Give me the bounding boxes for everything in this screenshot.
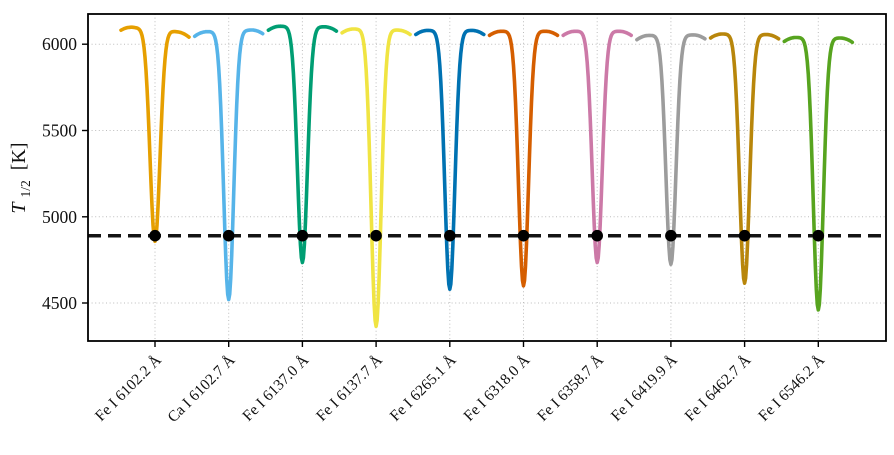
curve-fe-i-6318.0 bbox=[487, 29, 560, 288]
half-depth-marker bbox=[370, 229, 382, 242]
x-tick-label: Fe I 6137.7 Å bbox=[313, 351, 386, 424]
half-depth-marker bbox=[738, 229, 751, 242]
x-tick-label: Fe I 6102.2 Å bbox=[92, 351, 165, 424]
half-depth-marker bbox=[149, 229, 161, 242]
x-tick-label: Fe I 6462.7 Å bbox=[682, 351, 755, 424]
y-axis-label-unit: [K] bbox=[8, 142, 30, 170]
y-tick-label: 5500 bbox=[42, 121, 77, 141]
x-tick-label: Fe I 6358.7 Å bbox=[534, 351, 607, 424]
curve-fe-i-6137.7 bbox=[340, 27, 412, 329]
y-axis-label-subscript: 1/2 bbox=[18, 180, 33, 197]
x-tick-label: Fe I 6265.1 Å bbox=[387, 351, 460, 424]
data-layer bbox=[88, 24, 886, 329]
half-depth-marker bbox=[296, 229, 309, 242]
curve-fe-i-6419.9 bbox=[635, 33, 707, 266]
x-tick-label: Fe I 6546.2 Å bbox=[755, 351, 828, 424]
y-axis-label-symbol: T bbox=[8, 201, 30, 214]
y-tick-label: 4500 bbox=[42, 293, 77, 313]
x-tick-label: Ca I 6102.7 Å bbox=[164, 351, 239, 426]
x-tick-label: Fe I 6318.0 Å bbox=[460, 351, 533, 424]
curve-fe-i-6546.2 bbox=[782, 35, 855, 312]
y-axis-label: T 1/2 [K] bbox=[8, 142, 35, 213]
y-tick-label: 6000 bbox=[42, 34, 77, 54]
half-depth-marker bbox=[444, 229, 456, 242]
y-tick-label: 5000 bbox=[42, 207, 77, 227]
curve-ca-i-6102.7 bbox=[192, 28, 265, 302]
half-depth-marker bbox=[222, 229, 235, 242]
gridlines-layer bbox=[88, 14, 886, 341]
curve-fe-i-6137.0 bbox=[266, 24, 339, 265]
x-tick-label: Fe I 6137.0 Å bbox=[239, 351, 312, 424]
curve-fe-i-6462.7 bbox=[708, 32, 781, 285]
curve-fe-i-6358.7 bbox=[561, 29, 633, 265]
curve-fe-i-6265.1 bbox=[414, 28, 486, 291]
plot-border bbox=[87, 13, 887, 342]
x-tick-label: Fe I 6419.9 Å bbox=[608, 351, 681, 424]
axes-layer: 4500 5000 5500 6000 Fe I 6102.2 Å Ca I 6102.7… bbox=[42, 13, 887, 426]
half-depth-marker bbox=[665, 229, 677, 242]
half-depth-marker bbox=[517, 229, 530, 242]
half-depth-marker bbox=[591, 229, 603, 242]
half-depth-marker bbox=[812, 229, 825, 242]
